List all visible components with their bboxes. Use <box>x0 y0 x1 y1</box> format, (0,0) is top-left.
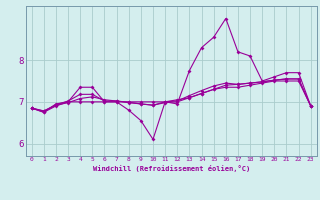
X-axis label: Windchill (Refroidissement éolien,°C): Windchill (Refroidissement éolien,°C) <box>92 165 250 172</box>
